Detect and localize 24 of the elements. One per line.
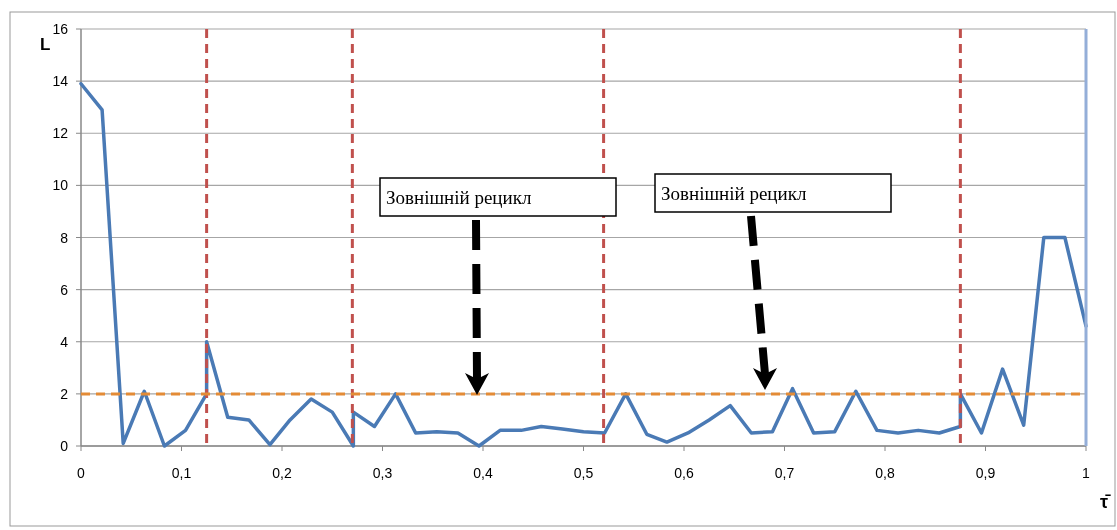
x-tick-label: 0,8 xyxy=(875,465,895,481)
x-tick-label: 0,5 xyxy=(573,465,594,481)
x-tick-label: 0,7 xyxy=(774,465,795,481)
y-axis-title: L xyxy=(40,35,51,54)
x-tick-label: 0,1 xyxy=(171,465,192,481)
y-tick-label: 10 xyxy=(52,177,69,194)
x-tick-label: 0,3 xyxy=(372,465,393,481)
x-tick-label: 0,2 xyxy=(272,465,292,481)
y-tick-label: 12 xyxy=(52,125,69,142)
y-tick-label: 0 xyxy=(60,438,69,454)
annotation: Зовнішній рецикл xyxy=(661,183,807,204)
x-tick-label: 0,6 xyxy=(674,465,694,481)
y-tick-label: 4 xyxy=(60,333,69,350)
y-tick-label: 2 xyxy=(60,385,69,402)
x-tick-label: 1 xyxy=(1082,465,1091,481)
x-tick-label: 0,9 xyxy=(975,465,996,481)
y-tick-label: 16 xyxy=(52,21,69,37)
annotation: Зовнішній рецикл xyxy=(386,187,532,208)
y-tick-label: 8 xyxy=(60,229,69,246)
y-tick-label: 14 xyxy=(52,73,69,90)
x-axis-title: τ̄ xyxy=(1099,492,1112,512)
y-tick-label: 6 xyxy=(60,281,69,298)
x-tick-label: 0,4 xyxy=(473,465,493,481)
x-tick-label: 0 xyxy=(77,465,86,481)
